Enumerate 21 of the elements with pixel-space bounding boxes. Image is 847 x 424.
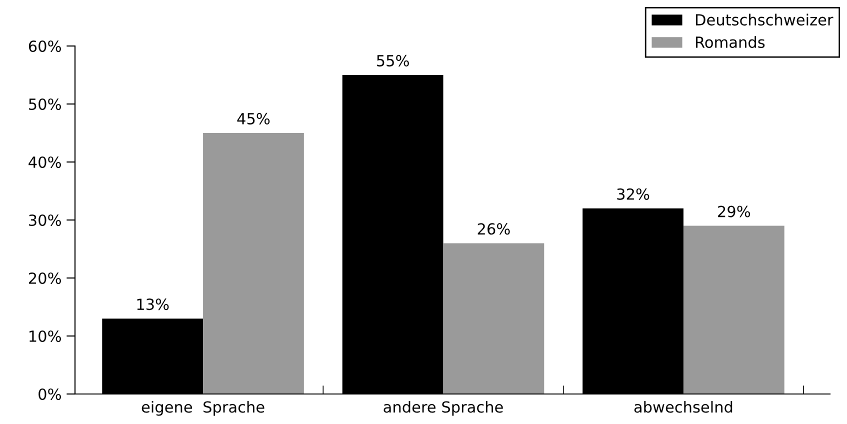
x-tick-label: andere Sprache xyxy=(384,400,503,416)
y-tick-label: 0% xyxy=(38,388,61,400)
y-tick-label: 30% xyxy=(29,214,61,226)
y-tick-label: 10% xyxy=(30,330,61,342)
legend-label: Romands xyxy=(696,36,765,48)
y-tick-label: 50% xyxy=(29,98,61,110)
text: 55% xyxy=(377,54,409,66)
bar xyxy=(203,133,304,394)
x-tick-label: eigene Sprache xyxy=(142,400,264,416)
text: 32% xyxy=(617,188,650,200)
bar xyxy=(443,243,544,394)
y-tick-label: 40% xyxy=(28,156,61,168)
y-tick-label: 20% xyxy=(28,272,61,284)
x-tick-label: abwechselnd xyxy=(634,400,732,413)
text: 29% xyxy=(718,206,750,218)
y-tick-label: 60% xyxy=(28,40,61,52)
text: 13% xyxy=(137,298,169,310)
text: 45% xyxy=(237,112,270,124)
legend-label: Deutschschweizer xyxy=(696,14,834,26)
text: 26% xyxy=(478,223,510,235)
bar xyxy=(683,226,784,394)
